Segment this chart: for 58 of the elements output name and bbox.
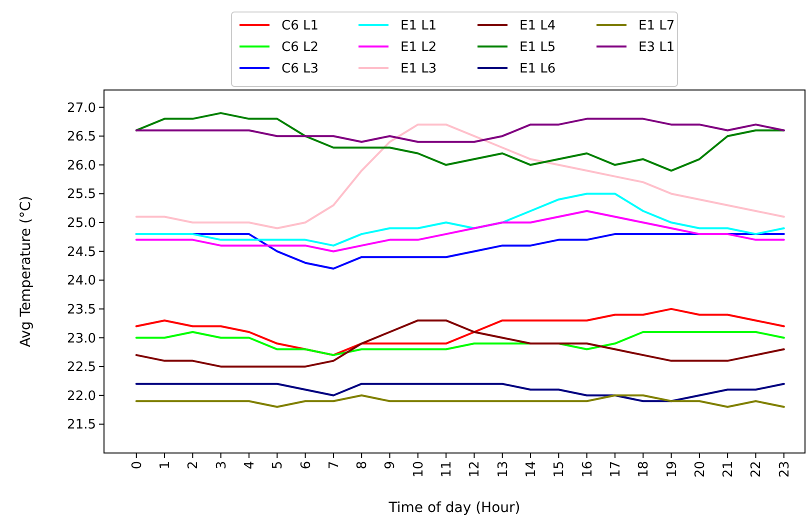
legend-label: E1 L1	[400, 18, 437, 34]
legend-label: C6 L3	[282, 62, 318, 76]
x-tick-label: 14	[524, 461, 540, 478]
x-tick-label: 18	[636, 461, 652, 478]
line-series	[135, 192, 785, 247]
line-series	[135, 124, 785, 230]
line-series	[135, 382, 785, 402]
x-axis-title: Time of day (Hour)	[388, 500, 520, 516]
y-tick-label: 27.0	[67, 100, 96, 116]
y-tick-label: 21.5	[67, 418, 96, 433]
x-tick-label: 10	[411, 461, 426, 478]
legend-label: E1 L2	[400, 40, 437, 55]
legend-label: E1 L6	[520, 62, 556, 76]
x-tick-label: 19	[664, 461, 680, 478]
x-tick-label: 9	[383, 461, 398, 470]
x-tick-label: 7	[326, 461, 342, 470]
y-axis-title: Avg Temperature (°C)	[18, 196, 34, 348]
x-tick-label: 5	[270, 461, 286, 470]
x-tick-label: 17	[608, 461, 624, 478]
y-tick-label: 23.5	[67, 302, 96, 318]
x-tick-label: 21	[721, 461, 736, 478]
line-series	[135, 308, 785, 356]
x-tick-label: 22	[749, 461, 764, 478]
x-tick-label: 15	[552, 461, 568, 478]
x-tick-label: 8	[355, 461, 370, 470]
x-tick-label: 3	[214, 461, 230, 470]
y-tick-label: 22.0	[67, 388, 96, 404]
x-tick-label: 13	[496, 461, 511, 478]
line-series	[135, 319, 785, 368]
legend-label: E1 L3	[400, 62, 437, 76]
y-tick-label: 24.0	[67, 274, 96, 289]
y-tick-label: 22.5	[67, 360, 96, 376]
legend-label: E3 L1	[638, 40, 675, 55]
x-tick-label: 11	[440, 461, 455, 478]
x-tick-label: 20	[692, 461, 708, 478]
y-tick-label: 25.5	[67, 187, 96, 202]
y-tick-label: 23.0	[67, 331, 96, 346]
x-tick-label: 0	[130, 461, 145, 470]
y-tick-label: 24.5	[67, 244, 96, 260]
legend-label: C6 L2	[282, 40, 318, 55]
legend-label: E1 L4	[520, 18, 556, 34]
x-tick-label: 4	[242, 461, 258, 470]
line-series	[135, 118, 785, 143]
y-tick-label: 26.0	[67, 158, 96, 174]
x-tick-label: 16	[580, 461, 596, 478]
x-tick-label: 2	[186, 461, 202, 470]
x-tick-label: 12	[468, 461, 483, 478]
line-series	[135, 210, 785, 252]
legend-label: C6 L1	[282, 18, 318, 34]
x-tick-label: 1	[158, 461, 174, 470]
legend-label: E1 L5	[520, 40, 556, 55]
x-tick-label: 6	[298, 461, 314, 470]
x-tick-label: 23	[777, 461, 792, 478]
line-series	[135, 112, 785, 172]
y-tick-label: 25.0	[67, 216, 96, 232]
legend-label: E1 L7	[638, 18, 675, 34]
y-tick-label: 26.5	[67, 130, 96, 145]
line-series	[135, 331, 785, 356]
